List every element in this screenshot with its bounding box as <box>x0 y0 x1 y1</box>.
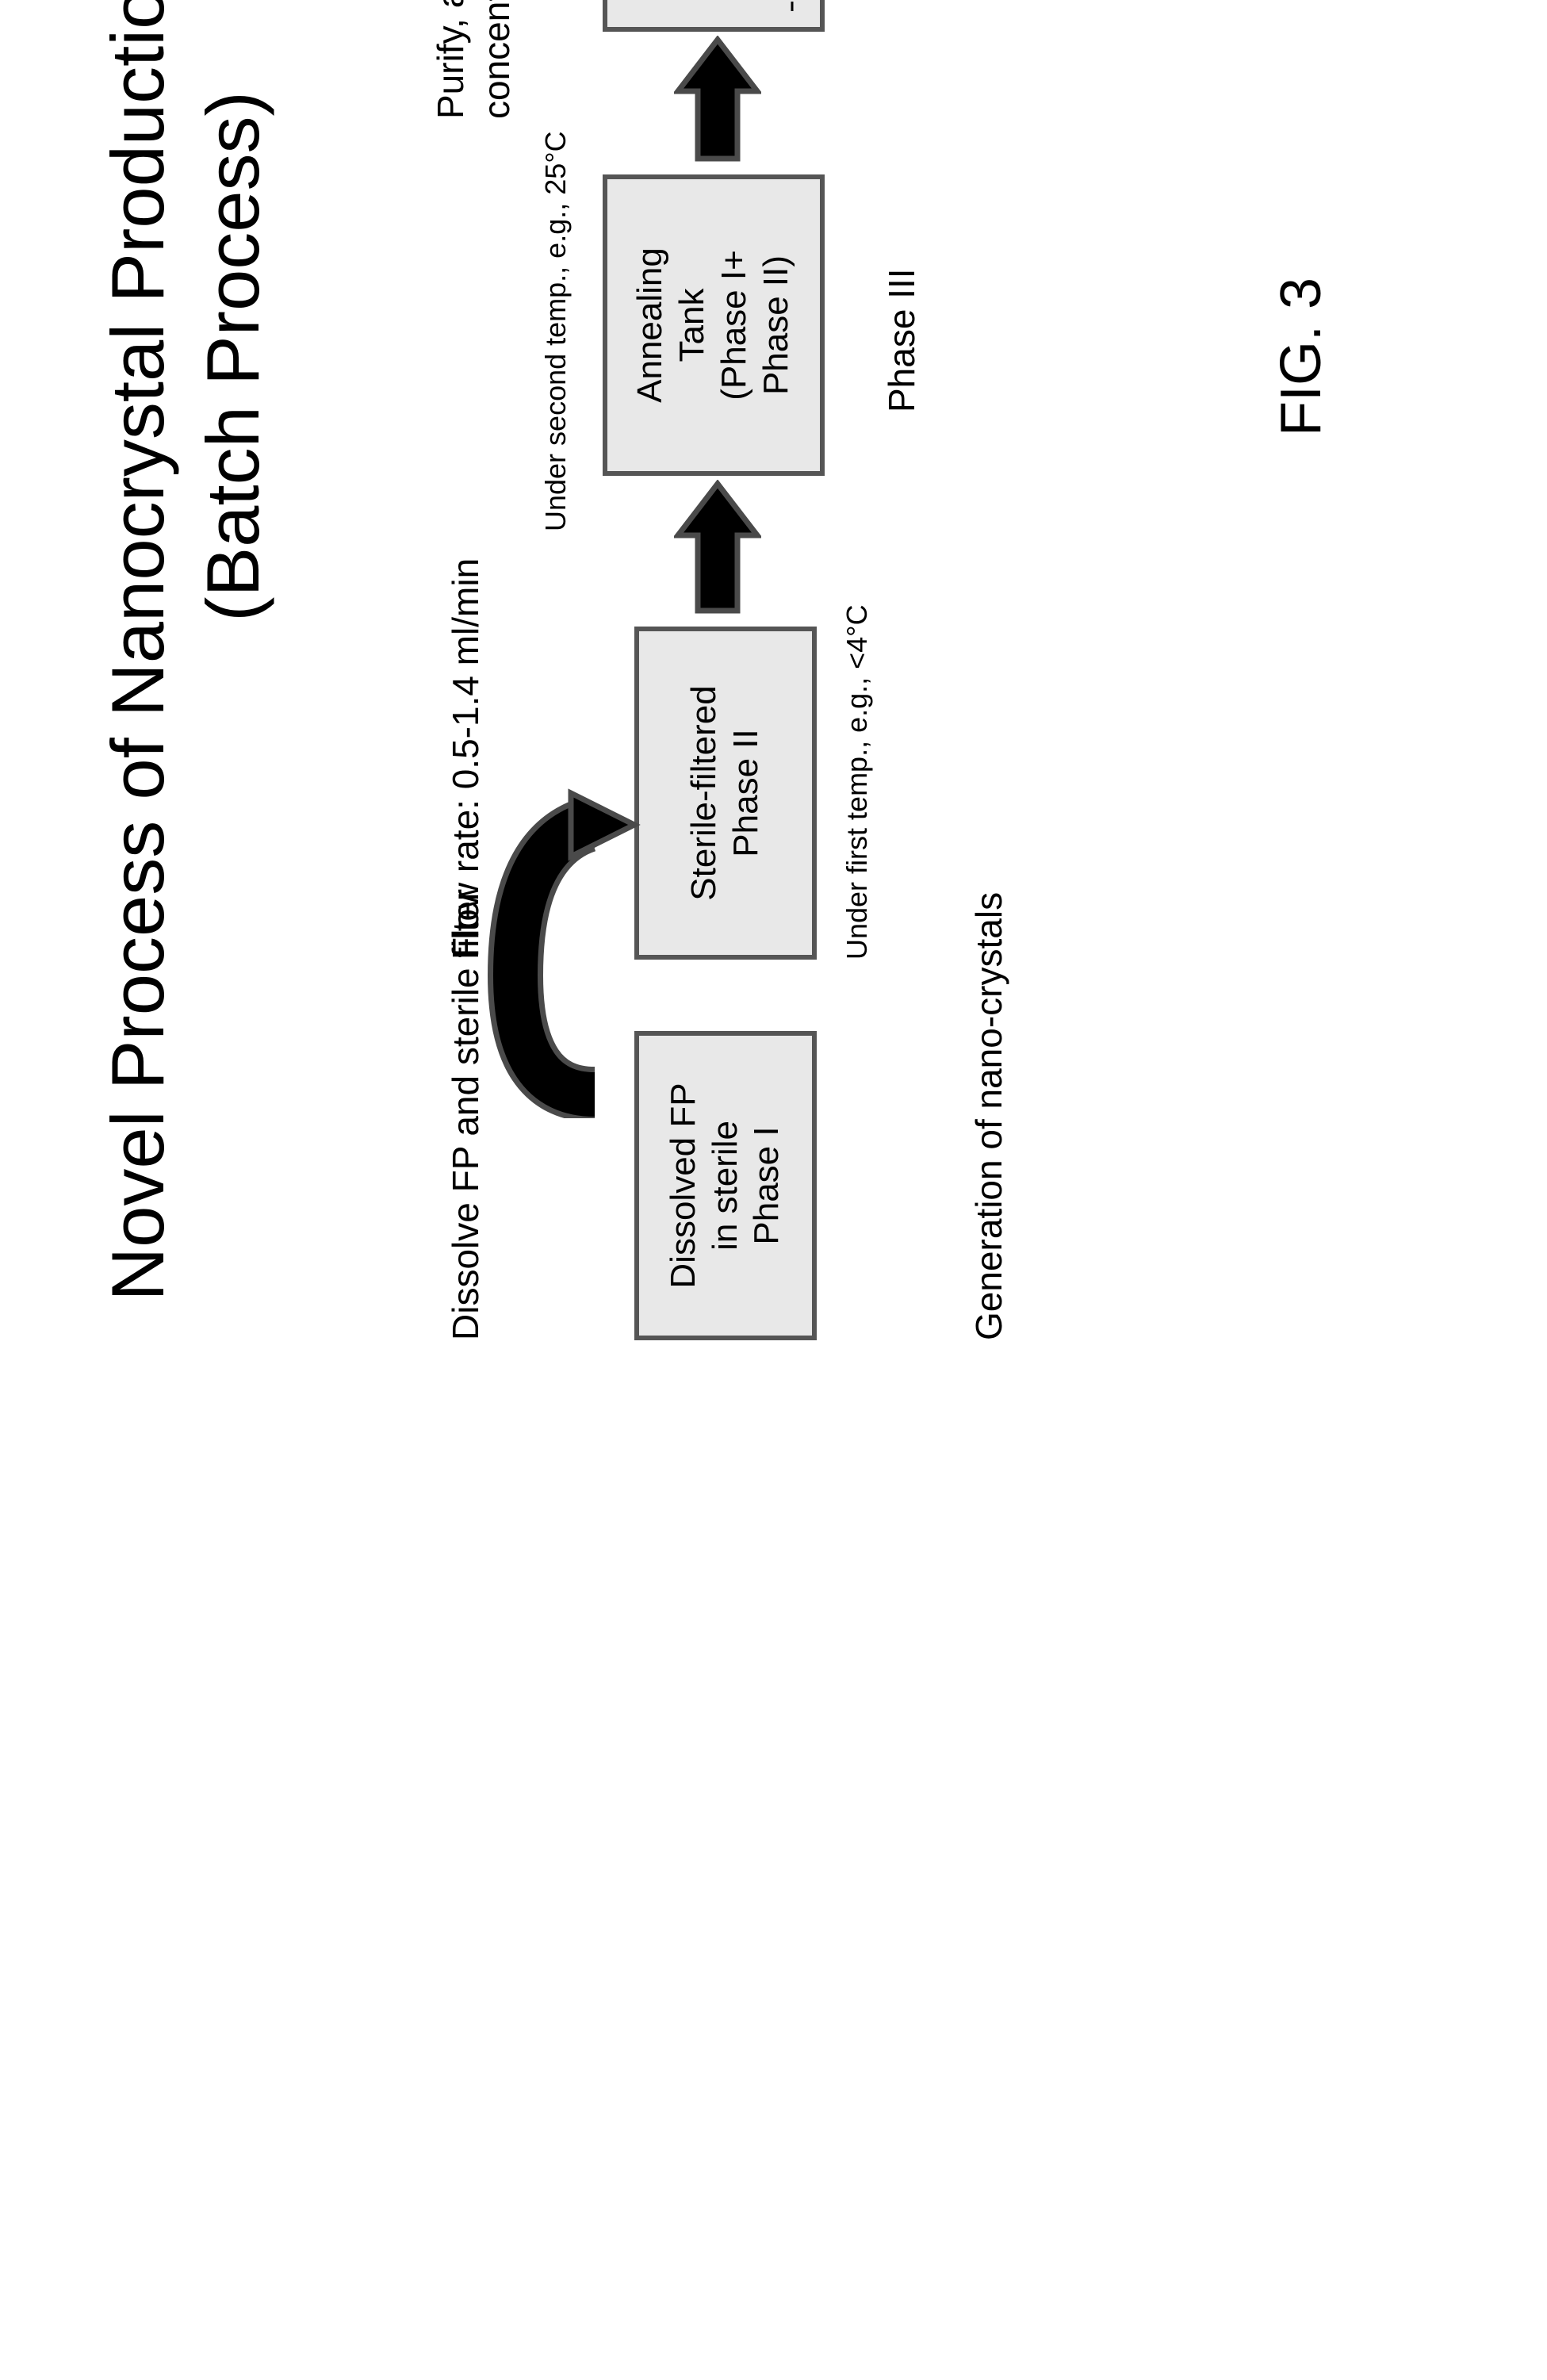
box-annealing-line-1: Annealing <box>630 247 672 403</box>
tff-dashed-line-icon <box>788 0 796 11</box>
box-phase-1-line-2: in sterile <box>705 1121 747 1251</box>
label-under-second-temp: Under second temp., e.g., 25°C <box>539 131 572 531</box>
label-generation: Generation of nano-crystals <box>967 892 1010 1340</box>
label-purify: Purify, add vehicle and concentrate to d… <box>428 0 519 119</box>
title-line-2: (Batch Process) <box>190 0 276 1546</box>
box-annealing-line-4: Phase II) <box>756 255 798 395</box>
label-flow-rate: Flow rate: 0.5-1.4 ml/min <box>444 558 487 960</box>
arrow-2-to-3 <box>674 480 761 615</box>
diagram-canvas: Novel Process of Nanocrystal Production … <box>0 0 1547 1546</box>
box-annealing: Annealing Tank (Phase I+ Phase II) <box>603 174 825 476</box>
box-annealing-line-3: (Phase I+ <box>714 250 756 400</box>
arrow-curved-1-to-2 <box>484 777 642 1118</box>
figure-label: FIG. 3 <box>1269 278 1334 436</box>
box-phase-2: Sterile-filtered Phase II <box>634 627 817 960</box>
box-phase-1-line-3: Phase I <box>746 1126 788 1244</box>
box-phase-2-line-2: Phase II <box>726 729 768 857</box>
box-phase-1-line-1: Dissolved FP <box>663 1083 705 1288</box>
box-tff: Tangential Flow Filtration <box>603 0 825 32</box>
arrow-3-to-4 <box>674 36 761 163</box>
box-phase-2-line-1: Sterile-filtered <box>684 685 726 900</box>
box-annealing-line-2: Tank <box>672 289 714 362</box>
title-line-1: Novel Process of Nanocrystal Production … <box>95 0 181 1546</box>
label-phase-3: Phase III <box>880 268 923 412</box>
box-phase-1: Dissolved FP in sterile Phase I <box>634 1031 817 1340</box>
label-under-first-temp: Under first temp., e.g., <4°C <box>841 604 874 960</box>
